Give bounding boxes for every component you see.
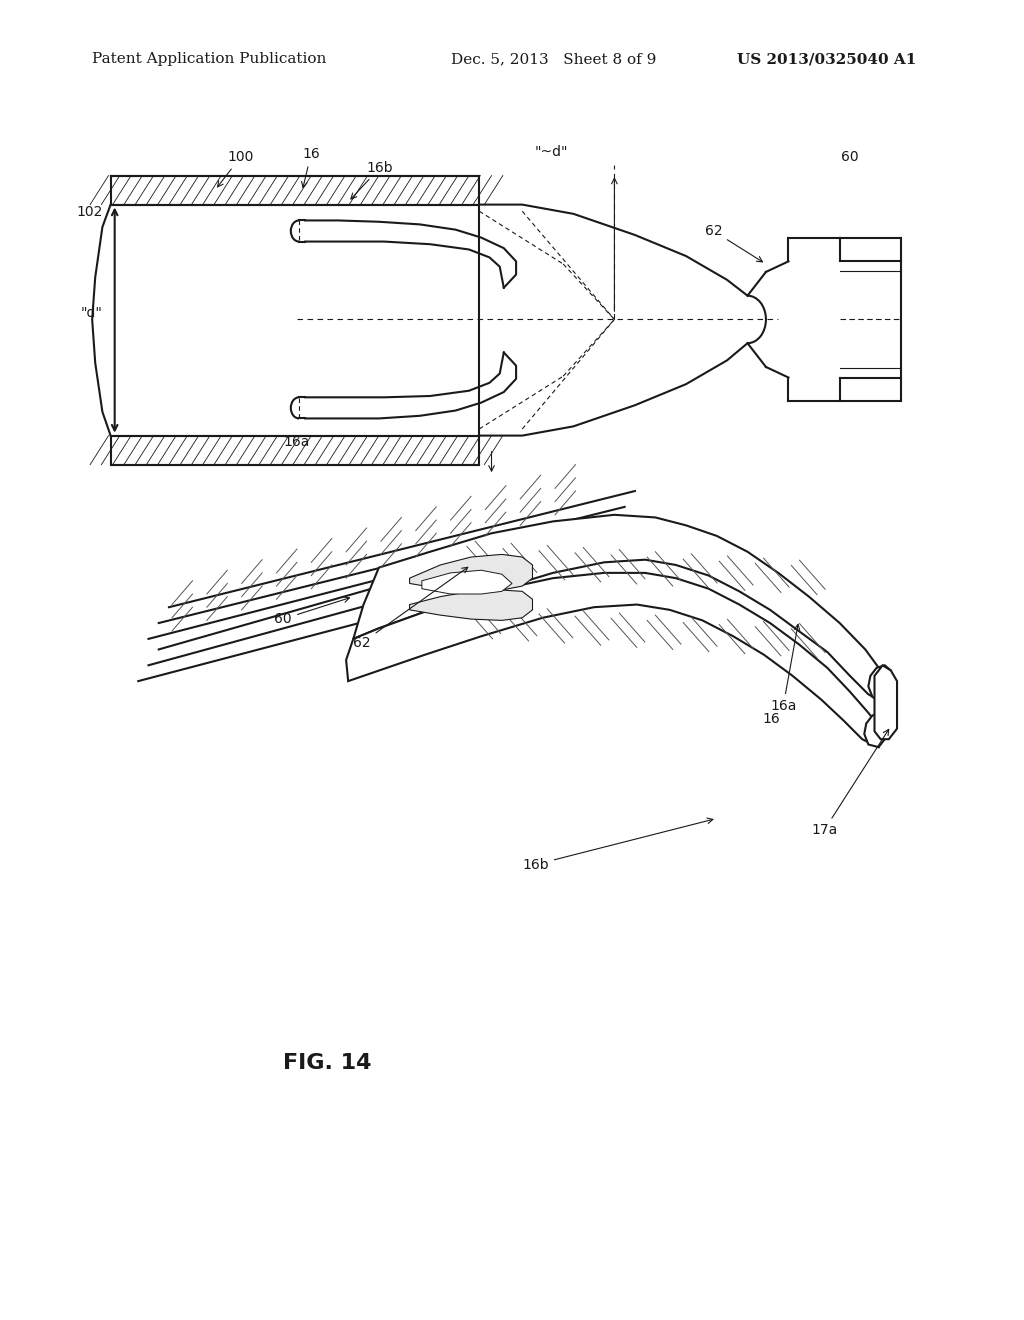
Text: 60: 60 xyxy=(274,597,349,626)
Text: FIG. 13: FIG. 13 xyxy=(468,550,556,572)
Text: FIG. 14: FIG. 14 xyxy=(284,1052,372,1073)
Polygon shape xyxy=(874,665,897,739)
Text: 16a: 16a xyxy=(770,624,800,713)
Polygon shape xyxy=(346,573,883,747)
Text: US 2013/0325040 A1: US 2013/0325040 A1 xyxy=(737,53,916,66)
Text: 17a: 17a xyxy=(811,730,889,837)
Text: 16b: 16b xyxy=(351,161,393,199)
Text: "d": "d" xyxy=(81,306,102,319)
Text: 16b: 16b xyxy=(522,818,713,871)
Text: 16: 16 xyxy=(763,713,780,726)
Text: 100: 100 xyxy=(217,150,254,187)
Text: 16: 16 xyxy=(302,148,319,187)
Polygon shape xyxy=(353,515,889,702)
Text: 62: 62 xyxy=(353,568,468,649)
Text: "~d": "~d" xyxy=(535,145,567,158)
Text: 102: 102 xyxy=(76,206,102,219)
Polygon shape xyxy=(111,176,479,205)
Polygon shape xyxy=(422,570,512,594)
Polygon shape xyxy=(410,554,532,591)
Polygon shape xyxy=(111,436,479,465)
Text: 16a: 16a xyxy=(284,436,310,449)
Polygon shape xyxy=(864,713,889,747)
Text: Dec. 5, 2013   Sheet 8 of 9: Dec. 5, 2013 Sheet 8 of 9 xyxy=(451,53,656,66)
Text: 60: 60 xyxy=(841,150,859,164)
Polygon shape xyxy=(868,665,893,702)
Polygon shape xyxy=(410,590,532,620)
Text: 62: 62 xyxy=(705,224,763,261)
Text: Patent Application Publication: Patent Application Publication xyxy=(92,53,327,66)
